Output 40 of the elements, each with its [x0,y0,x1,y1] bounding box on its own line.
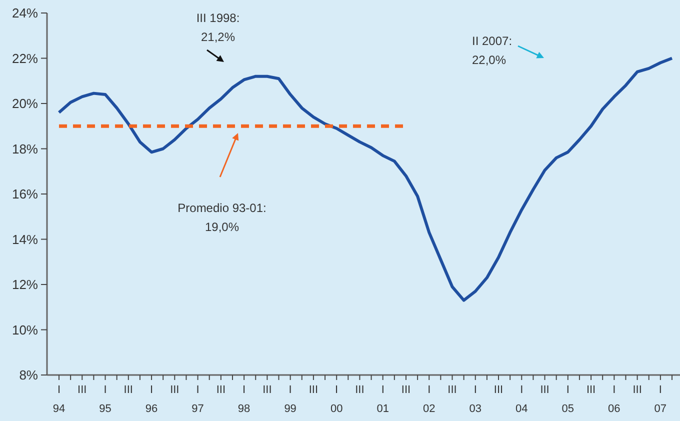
x-tick-label: III [355,384,364,396]
x-tick-label: I 05 [562,384,574,415]
y-tick-label: 8% [19,368,38,383]
x-tick-label: III [124,384,133,396]
x-tick-label: I 95 [99,384,112,415]
x-tick-label: III [586,384,596,396]
y-tick-label: 24% [12,6,38,21]
x-tick-label: III [401,384,411,396]
x-tick-label: I 99 [284,384,296,415]
x-tick-label: I 03 [469,384,482,415]
line-series [58,56,674,302]
x-tick-label: III [308,384,318,396]
x-tick-label: I 02 [422,384,436,415]
x-tick-label: I 07 [654,384,667,415]
x-tick-label: I 94 [52,384,66,415]
x-tick-label: III [262,384,272,396]
x-tick-label: I 97 [192,384,204,415]
x-tick-label: III [632,384,642,396]
annotation: III 1998: 21,2% [196,11,240,44]
x-tick-label: I 98 [238,384,250,415]
x-tick-label: I 06 [608,384,620,415]
x-tick-label: III [78,384,87,396]
y-tick-label: 22% [12,50,38,66]
x-tick-label: I 04 [516,384,528,415]
y-tick-label: 16% [12,186,38,202]
x-tick-label: III [494,384,504,396]
annotation: II 2007: 22,0% [472,34,512,67]
x-tick-label: III [540,384,550,396]
y-tick-label: 20% [12,96,38,112]
x-tick-label: III [216,384,226,396]
x-tick-label: III [448,384,457,396]
y-tick-label: 12% [12,277,38,292]
x-tick-label: I 96 [145,384,158,415]
x-tick-label: I 01 [376,384,389,415]
y-tick-label: 14% [12,232,38,247]
annotation: Promedio 93-01: 19,0% [178,201,266,234]
x-tick-label: I 00 [330,384,343,415]
y-tick-label: 10% [12,322,38,338]
x-tick-label: III [170,384,180,396]
y-tick-label: 18% [12,141,38,156]
